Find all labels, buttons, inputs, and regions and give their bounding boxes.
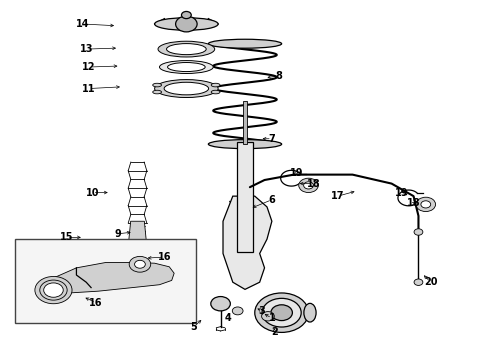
Polygon shape [223, 196, 272, 289]
Text: 18: 18 [407, 198, 420, 208]
Circle shape [271, 305, 293, 320]
Text: 3: 3 [259, 306, 266, 316]
Text: 13: 13 [79, 44, 93, 54]
Ellipse shape [167, 44, 206, 55]
Circle shape [299, 178, 318, 193]
Ellipse shape [159, 60, 213, 73]
Bar [15, 239, 196, 323]
Circle shape [262, 312, 274, 321]
Ellipse shape [304, 303, 316, 322]
Text: 12: 12 [82, 62, 96, 72]
Circle shape [304, 182, 314, 189]
Circle shape [135, 260, 146, 268]
Ellipse shape [153, 90, 162, 94]
Text: 19: 19 [394, 188, 408, 198]
Polygon shape [42, 262, 174, 293]
Bar [243, 101, 247, 144]
Text: 15: 15 [60, 232, 74, 242]
Ellipse shape [153, 83, 162, 87]
Text: 19: 19 [290, 168, 303, 178]
Ellipse shape [155, 80, 218, 98]
Circle shape [416, 197, 436, 212]
Ellipse shape [155, 18, 218, 30]
Circle shape [262, 298, 301, 327]
Text: 5: 5 [190, 322, 197, 332]
Text: 6: 6 [269, 195, 275, 205]
Text: 4: 4 [224, 313, 231, 323]
Ellipse shape [158, 41, 215, 57]
Circle shape [421, 201, 431, 208]
Circle shape [255, 293, 309, 332]
Text: 18: 18 [307, 179, 320, 189]
Text: 20: 20 [424, 277, 438, 287]
Circle shape [211, 297, 230, 311]
Circle shape [414, 279, 423, 285]
Text: 17: 17 [331, 191, 344, 201]
Ellipse shape [164, 82, 209, 95]
Text: 16: 16 [158, 252, 171, 262]
Text: 7: 7 [269, 134, 275, 144]
Ellipse shape [211, 83, 220, 87]
Ellipse shape [208, 140, 282, 149]
Text: 10: 10 [86, 188, 99, 198]
Ellipse shape [208, 39, 282, 48]
Text: 2: 2 [271, 327, 278, 337]
Ellipse shape [211, 90, 220, 94]
Circle shape [414, 229, 423, 235]
Circle shape [44, 283, 63, 297]
Circle shape [35, 276, 72, 304]
Text: 8: 8 [276, 71, 283, 81]
Circle shape [129, 256, 151, 272]
Circle shape [232, 307, 243, 315]
Bar [237, 142, 253, 252]
Circle shape [175, 16, 197, 32]
Text: 9: 9 [115, 229, 122, 239]
Polygon shape [129, 221, 147, 241]
Circle shape [181, 12, 191, 19]
Text: 16: 16 [89, 298, 103, 308]
Text: 11: 11 [82, 84, 96, 94]
Text: 1: 1 [269, 313, 275, 323]
Text: 14: 14 [76, 19, 90, 29]
Ellipse shape [168, 63, 205, 72]
